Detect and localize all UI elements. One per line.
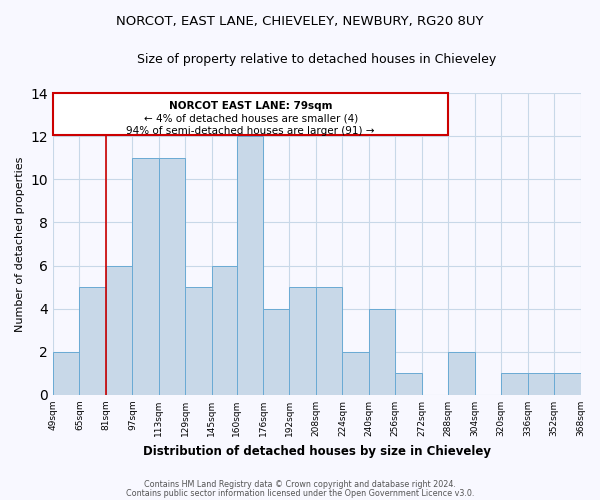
Title: Size of property relative to detached houses in Chieveley: Size of property relative to detached ho… [137, 52, 496, 66]
Text: ← 4% of detached houses are smaller (4): ← 4% of detached houses are smaller (4) [143, 114, 358, 124]
Y-axis label: Number of detached properties: Number of detached properties [15, 156, 25, 332]
Bar [212, 266, 236, 395]
Bar [79, 287, 106, 395]
Bar [316, 287, 343, 395]
Text: Contains HM Land Registry data © Crown copyright and database right 2024.: Contains HM Land Registry data © Crown c… [144, 480, 456, 489]
X-axis label: Distribution of detached houses by size in Chieveley: Distribution of detached houses by size … [143, 444, 491, 458]
Bar [236, 136, 263, 395]
Bar [554, 374, 581, 395]
Bar [263, 308, 289, 395]
Bar [395, 374, 422, 395]
Bar [106, 266, 133, 395]
Bar [185, 287, 212, 395]
Bar [159, 158, 185, 395]
Text: NORCOT EAST LANE: 79sqm: NORCOT EAST LANE: 79sqm [169, 100, 332, 110]
Text: 94% of semi-detached houses are larger (91) →: 94% of semi-detached houses are larger (… [127, 126, 375, 136]
Text: NORCOT, EAST LANE, CHIEVELEY, NEWBURY, RG20 8UY: NORCOT, EAST LANE, CHIEVELEY, NEWBURY, R… [116, 15, 484, 28]
Bar [133, 158, 159, 395]
Bar [53, 93, 448, 135]
Bar [289, 287, 316, 395]
Text: Contains public sector information licensed under the Open Government Licence v3: Contains public sector information licen… [126, 488, 474, 498]
Bar [369, 308, 395, 395]
Bar [501, 374, 527, 395]
Bar [448, 352, 475, 395]
Bar [343, 352, 369, 395]
Bar [527, 374, 554, 395]
Bar [53, 352, 79, 395]
